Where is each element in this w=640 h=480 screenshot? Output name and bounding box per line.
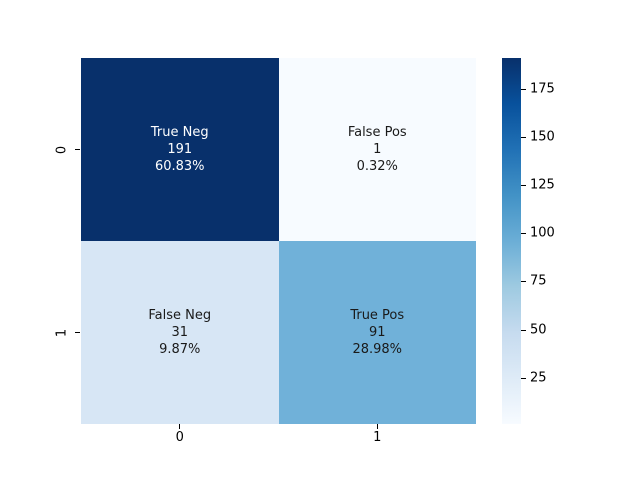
- cell-percent: 0.32%: [356, 159, 398, 174]
- colorbar-ticks: 25 50 75 100 125 150 175: [521, 58, 581, 424]
- cell-annotation: True Neg 191 60.83%: [151, 124, 209, 175]
- x-axis-tick-mark: [377, 424, 378, 429]
- cell-percent: 60.83%: [154, 159, 205, 174]
- y-axis-tick-label: 1: [54, 328, 70, 337]
- cell-label: True Pos: [350, 308, 405, 323]
- cell-annotation: False Neg 31 9.87%: [148, 307, 211, 358]
- cell-label: False Neg: [148, 308, 212, 323]
- colorbar-tick-label: 125: [530, 177, 555, 193]
- x-axis-tick-label: 0: [175, 430, 184, 445]
- heatmap-cell-false-neg: False Neg 31 9.87%: [81, 241, 279, 424]
- cell-percent: 9.87%: [159, 342, 201, 357]
- colorbar-gradient: [502, 58, 521, 424]
- colorbar: 25 50 75 100 125 150 175: [502, 58, 555, 424]
- colorbar-tick-mark: [521, 88, 526, 90]
- cell-annotation: False Pos 1 0.32%: [348, 124, 407, 175]
- colorbar-tick-mark: [521, 281, 526, 283]
- cell-count: 91: [368, 325, 386, 340]
- cell-count: 31: [171, 325, 189, 340]
- y-axis-tick-label: 0: [54, 145, 70, 154]
- y-axis-tick-mark: [75, 149, 80, 150]
- heatmap-plot-area: True Neg 191 60.83% False Pos 1 0.32% Fa…: [81, 58, 476, 424]
- cell-count: 191: [167, 142, 193, 157]
- colorbar-tick-label: 25: [530, 370, 547, 386]
- x-axis-tick-mark: [179, 424, 180, 429]
- colorbar-tick-label: 75: [530, 273, 547, 289]
- colorbar-tick-mark: [521, 233, 526, 235]
- colorbar-tick-label: 175: [530, 81, 555, 97]
- cell-count: 1: [373, 142, 382, 157]
- colorbar-tick-mark: [521, 185, 526, 187]
- heatmap-cell-true-neg: True Neg 191 60.83%: [81, 58, 279, 241]
- colorbar-tick-label: 100: [530, 225, 555, 241]
- cell-percent: 28.98%: [352, 342, 403, 357]
- colorbar-tick-mark: [521, 377, 526, 379]
- heatmap-cell-true-pos: True Pos 91 28.98%: [278, 241, 476, 424]
- cell-label: False Pos: [347, 125, 407, 140]
- colorbar-tick-mark: [521, 329, 526, 331]
- colorbar-tick-label: 50: [530, 322, 547, 338]
- x-axis-tick-label: 1: [373, 430, 382, 445]
- y-axis-tick-mark: [75, 332, 80, 333]
- colorbar-tick-label: 150: [530, 129, 555, 145]
- heatmap-cell-false-pos: False Pos 1 0.32%: [278, 58, 476, 241]
- cell-label: True Neg: [150, 125, 209, 140]
- colorbar-tick-mark: [521, 136, 526, 138]
- cell-annotation: True Pos 91 28.98%: [350, 307, 404, 358]
